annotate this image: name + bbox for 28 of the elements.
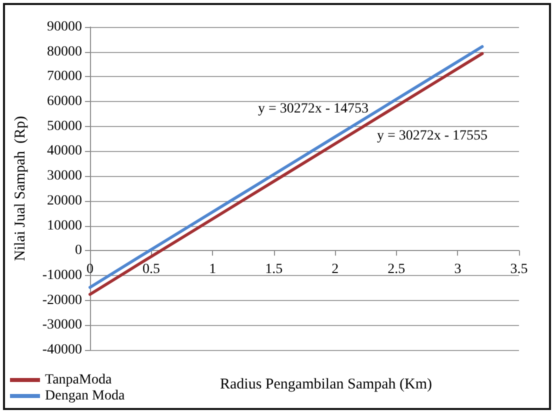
annotation: y = 30272x - 17555 — [377, 128, 488, 144]
annotation: y = 30272x - 14753 — [258, 102, 369, 116]
legend-label: TanpaModa — [45, 372, 112, 388]
y-tick-label: -40000 — [42, 342, 82, 358]
y-tick-label: -30000 — [42, 318, 82, 333]
y-tick-label: 40000 — [47, 144, 82, 159]
y-tick-label: -20000 — [42, 292, 82, 308]
y-tick-label: 10000 — [47, 218, 82, 234]
legend-label: Dengan Moda — [45, 388, 126, 404]
x-tick-label: 0 — [86, 262, 94, 278]
x-tick-label: 0.5 — [142, 262, 160, 278]
x-tick-label: 2 — [332, 262, 339, 278]
x-tick-label: 3.5 — [510, 262, 528, 278]
x-tick-label: 1.5 — [265, 262, 283, 278]
y-tick-label: 30000 — [47, 168, 82, 184]
y-tick-label: -10000 — [42, 268, 82, 283]
y-tick-label: 20000 — [47, 193, 82, 208]
y-tick-label: 70000 — [47, 69, 82, 84]
y-tick-label: 0 — [75, 243, 82, 258]
x-tick-label: 2.5 — [388, 262, 406, 278]
y-axis-title: Nilai Jual Sampah (Rp) — [12, 116, 28, 261]
y-tick-label: 50000 — [47, 118, 82, 134]
x-tick-label: 3 — [454, 262, 462, 278]
y-tick-label: 60000 — [47, 94, 82, 110]
x-axis-title: Radius Pengambilan Sampah (Km) — [220, 376, 432, 392]
y-tick-label: 90000 — [47, 20, 82, 34]
y-tick-label: 80000 — [47, 44, 82, 60]
x-tick-label: 1 — [209, 262, 216, 278]
